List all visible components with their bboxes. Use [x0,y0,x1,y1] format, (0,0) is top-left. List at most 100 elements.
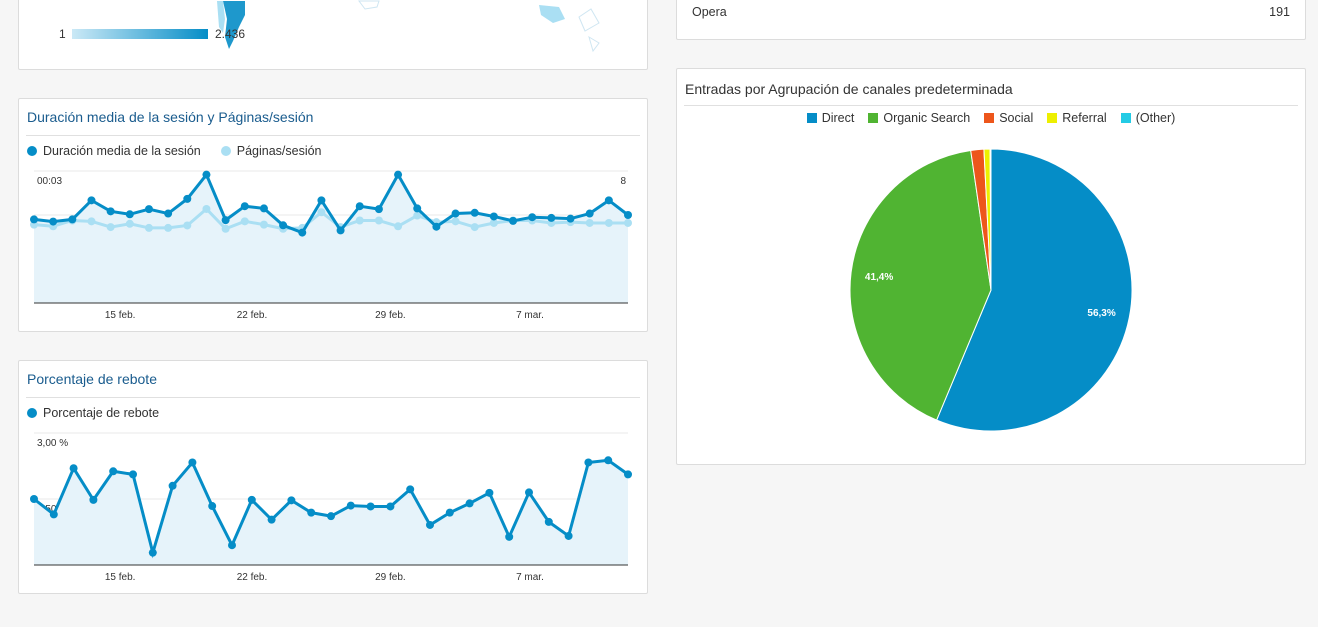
data-point-duration [259,204,268,213]
legend-dot-pages [220,146,231,156]
legend-label-bounce[interactable]: Porcentaje de rebote [43,406,160,420]
legend-label-duration[interactable]: Duración media de la sesión [43,144,201,158]
data-point-bounce [168,481,177,490]
legend-label-pages[interactable]: Páginas/sesión [236,144,322,158]
data-point-pages [164,223,173,232]
legend-label: (Other) [1135,111,1176,125]
map-region-south-america [223,1,245,49]
channels-pie-card: Entradas por Agrupación de canales prede… [676,68,1306,465]
data-point-bounce [604,456,613,465]
data-point-duration [604,196,613,205]
session-duration-card: Duración media de la sesión y Páginas/se… [18,98,648,332]
title-divider [26,135,640,136]
pie-legend: Direct Organic Search Social Referral (Other… [677,111,1305,125]
browser-name: Opera [692,5,727,19]
data-point-bounce [445,508,454,517]
channels-card-title: Entradas por Agrupación de canales prede… [685,81,1013,97]
x-tick-label: 15 feb. [105,310,136,321]
map-scale-min: 1 [59,27,66,41]
legend-label: Social [999,111,1034,125]
legend-swatch [1120,113,1131,123]
data-point-bounce [505,532,514,541]
bounce-line-chart[interactable]: 3,00 % 1,50 % 15 feb. 22 feb. 29 feb. 7 mar. [19,429,647,589]
data-point-duration [489,212,498,221]
data-point-pages [624,218,632,227]
pie-legend-item[interactable]: Social [984,111,1033,125]
data-point-bounce [208,502,217,511]
map-card: 1 2.436 [18,0,648,70]
map-region-indonesia [539,5,565,23]
data-point-duration [240,202,249,211]
data-point-bounce [406,485,415,494]
data-point-pages [240,217,249,226]
data-point-bounce [564,531,573,540]
data-point-duration [49,217,58,226]
legend-swatch [984,113,995,123]
map-scale-max: 2.436 [215,27,246,41]
data-point-bounce [426,520,434,529]
channels-pie-chart[interactable]: 56,3% 41,4% [677,139,1305,459]
map-scale: 1 2.436 [59,27,259,41]
data-point-duration [585,209,594,218]
data-point-duration [221,216,230,225]
data-point-bounce [307,508,316,517]
pie-slice-label: 41,4% [865,272,893,283]
data-point-bounce [69,464,78,473]
map-region-australia-fragment [578,8,600,32]
data-point-bounce [624,470,632,479]
data-point-pages [355,216,364,225]
y-left-tick-label: 00:03 [37,176,62,187]
world-map [217,0,600,53]
data-point-pages [604,218,613,227]
data-point-pages [374,216,383,225]
pie-legend-item[interactable]: Direct [806,111,854,125]
data-point-duration [202,170,211,179]
browser-table-card: Opera 191 [676,0,1306,40]
pie-legend-item[interactable]: Referral [1047,111,1107,125]
bounce-legend: Porcentaje de rebote [27,406,159,420]
data-point-duration [68,215,77,224]
y-tick-label: 3,00 % [37,438,68,449]
data-point-pages [106,223,115,232]
data-point-bounce [109,467,118,476]
data-point-duration [355,202,364,211]
data-point-duration [394,170,403,179]
x-tick-label: 7 mar. [516,310,544,321]
map-region-europe-fragment [358,0,380,10]
data-point-bounce [327,512,335,521]
data-point-duration [374,205,383,214]
data-point-pages [451,217,460,226]
pie-legend-item[interactable]: (Other) [1120,111,1176,125]
pie-legend-item[interactable]: Organic Search [868,111,970,125]
x-tick-label: 7 mar. [516,572,544,583]
data-point-duration [547,213,556,222]
data-point-bounce [188,458,197,467]
pie-slice [849,149,992,421]
data-point-duration [336,226,345,235]
series-area-duration [34,174,628,303]
pie-slice-label: 56,3% [1087,308,1115,319]
data-point-pages [470,223,479,232]
pie-slice [989,148,992,291]
data-point-bounce [89,495,98,504]
data-point-duration [30,215,38,224]
session-line-chart[interactable]: 00:0300:0200:018415 feb.22 feb.29 feb.7 … [19,167,647,327]
data-point-duration [317,196,326,205]
data-point-bounce [247,495,256,504]
data-point-pages [585,218,594,227]
data-point-duration [509,216,518,225]
table-row[interactable]: Opera 191 [692,5,1290,19]
legend-swatch [806,113,817,123]
data-point-bounce [465,499,474,508]
data-point-bounce [287,496,296,505]
data-point-pages [489,218,498,227]
map-region-new-zealand [588,35,600,53]
session-card-title: Duración media de la sesión y Páginas/se… [27,109,314,125]
bounce-card-title: Porcentaje de rebote [27,371,157,387]
data-point-pages [87,217,96,226]
map-region-south-america-edge [217,1,225,33]
data-point-duration [624,211,632,219]
data-point-duration [566,214,575,223]
data-point-duration [528,213,537,222]
data-point-pages [221,224,230,233]
